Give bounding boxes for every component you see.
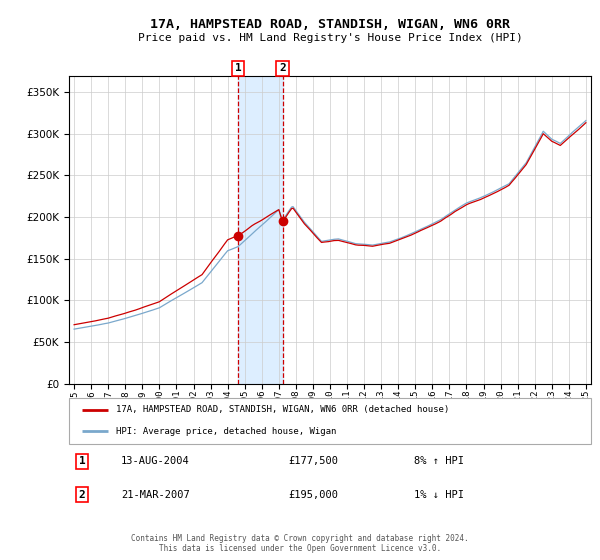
Text: 21-MAR-2007: 21-MAR-2007 xyxy=(121,489,190,500)
Text: 1% ↓ HPI: 1% ↓ HPI xyxy=(413,489,464,500)
Bar xyxy=(238,76,283,384)
Text: HPI: Average price, detached house, Wigan: HPI: Average price, detached house, Wiga… xyxy=(116,427,337,436)
Text: 1: 1 xyxy=(79,456,85,466)
Text: £177,500: £177,500 xyxy=(288,456,338,466)
Text: 2: 2 xyxy=(279,63,286,73)
Text: 17A, HAMPSTEAD ROAD, STANDISH, WIGAN, WN6 0RR: 17A, HAMPSTEAD ROAD, STANDISH, WIGAN, WN… xyxy=(150,17,510,31)
Text: 13-AUG-2004: 13-AUG-2004 xyxy=(121,456,190,466)
FancyBboxPatch shape xyxy=(69,398,591,444)
Text: £195,000: £195,000 xyxy=(288,489,338,500)
Text: 8% ↑ HPI: 8% ↑ HPI xyxy=(413,456,464,466)
Text: 2: 2 xyxy=(79,489,85,500)
Text: 1: 1 xyxy=(235,63,242,73)
Text: Contains HM Land Registry data © Crown copyright and database right 2024.
This d: Contains HM Land Registry data © Crown c… xyxy=(131,534,469,553)
Text: Price paid vs. HM Land Registry's House Price Index (HPI): Price paid vs. HM Land Registry's House … xyxy=(137,32,523,43)
Text: 17A, HAMPSTEAD ROAD, STANDISH, WIGAN, WN6 0RR (detached house): 17A, HAMPSTEAD ROAD, STANDISH, WIGAN, WN… xyxy=(116,405,449,414)
